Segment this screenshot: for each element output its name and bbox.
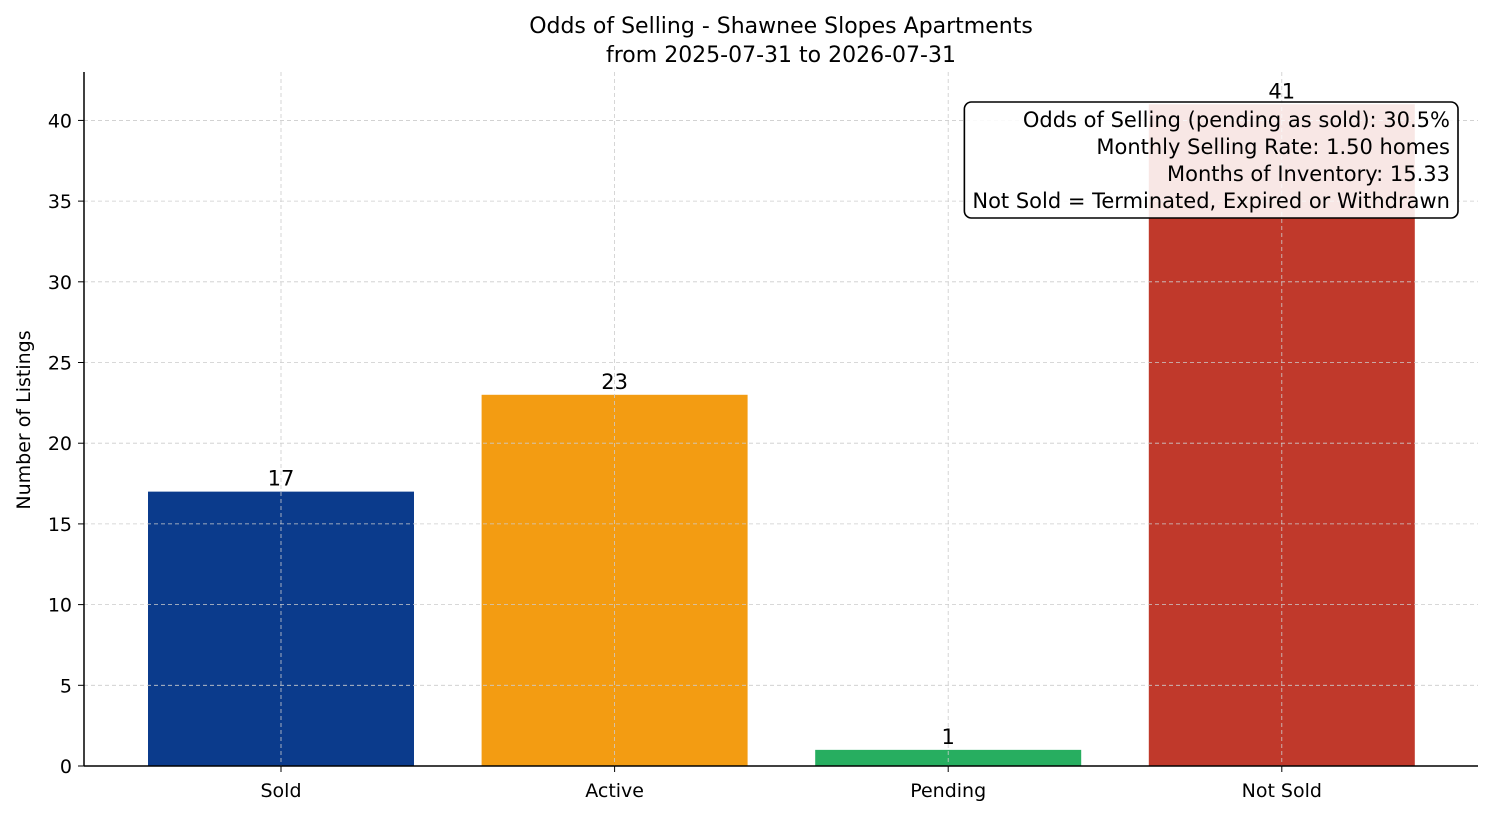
axes <box>83 72 1478 767</box>
bar-value-label: 41 <box>1268 79 1295 103</box>
chart-title: Odds of Selling - Shawnee Slopes Apartme… <box>529 14 1033 39</box>
y-tick-label: 35 <box>48 191 72 213</box>
chart-subtitle: from 2025-07-31 to 2026-07-31 <box>606 43 956 68</box>
bar-value-labels: 17 23 1 41 <box>268 79 1296 749</box>
y-tick-label: 15 <box>48 514 72 536</box>
annotation-line: Not Sold = Terminated, Expired or Withdr… <box>972 189 1450 213</box>
y-tick-label: 40 <box>48 110 72 132</box>
x-tick-label: Not Sold <box>1242 780 1322 802</box>
y-tick-label: 0 <box>60 756 72 778</box>
x-tick-label: Sold <box>260 780 301 802</box>
y-tick-label: 25 <box>48 353 72 375</box>
annotation-box-frame <box>963 101 1459 219</box>
bar-value-label: 1 <box>942 725 955 749</box>
x-tick-label: Pending <box>910 780 986 802</box>
y-tick-label: 30 <box>48 272 72 294</box>
bar-value-label: 17 <box>268 467 295 491</box>
bar-pending <box>815 749 1082 766</box>
x-tick-label: Active <box>585 780 644 802</box>
bar-value-label: 23 <box>601 370 628 394</box>
y-tick-label: 20 <box>48 433 72 455</box>
stats-annotation-box: Odds of Selling (pending as sold): 30.5%… <box>963 101 1459 219</box>
y-tick-label: 5 <box>60 675 72 697</box>
tick-labels: 0 5 10 15 20 25 30 35 40 Sold Active Pending Not Sol… <box>48 110 1322 802</box>
annotation-line: Monthly Selling Rate: 1.50 homes <box>1096 135 1450 159</box>
y-tick-label: 10 <box>48 595 72 617</box>
annotation-line: Odds of Selling (pending as sold): 30.5% <box>1023 108 1450 132</box>
annotation-line: Months of Inventory: 15.33 <box>1167 162 1450 186</box>
y-axis-label: Number of Listings <box>13 330 35 509</box>
